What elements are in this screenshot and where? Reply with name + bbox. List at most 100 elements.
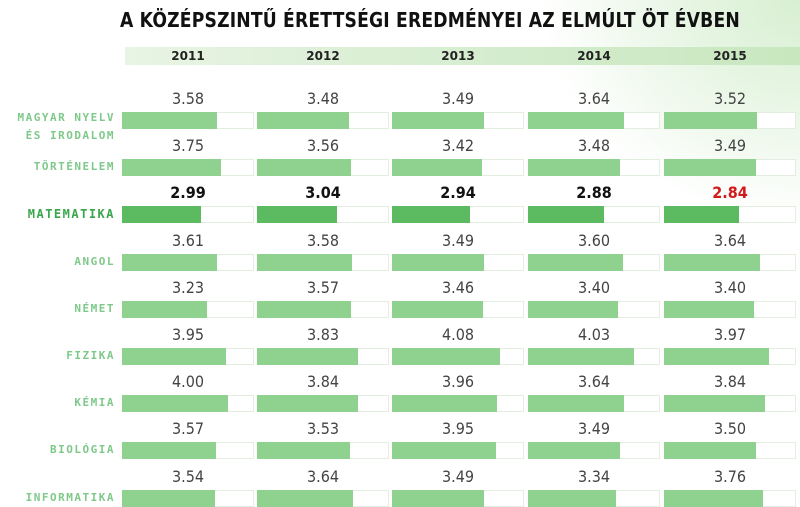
bar bbox=[122, 112, 217, 129]
data-label: 3.54 bbox=[171, 466, 205, 486]
data-label: 3.97 bbox=[713, 325, 747, 344]
bar bbox=[528, 206, 604, 224]
data-label: 3.56 bbox=[306, 136, 340, 156]
data-label: 3.95 bbox=[441, 419, 475, 439]
subject-label-line: INFORMATIKA bbox=[25, 490, 115, 504]
bar bbox=[392, 159, 482, 177]
data-label: 3.50 bbox=[713, 419, 747, 439]
data-label: 3.64 bbox=[577, 372, 611, 392]
data-label: 3.48 bbox=[306, 89, 340, 108]
subject-label-line: TÖRTÉNELEM bbox=[33, 160, 115, 174]
data-label: 3.49 bbox=[441, 230, 475, 250]
bar bbox=[528, 253, 623, 271]
data-label: 3.49 bbox=[577, 419, 611, 439]
bar bbox=[528, 300, 618, 318]
data-label: 2.84 bbox=[712, 183, 748, 203]
year-header-2015: 2015 bbox=[713, 49, 747, 63]
bar bbox=[257, 253, 352, 271]
data-label: 4.08 bbox=[441, 325, 475, 344]
subject-label: FIZIKA bbox=[0, 347, 115, 365]
bar bbox=[528, 395, 624, 413]
bar bbox=[664, 206, 739, 224]
bar bbox=[664, 253, 760, 271]
data-label: 3.61 bbox=[171, 230, 205, 250]
data-label: 3.84 bbox=[713, 372, 747, 392]
data-label: 3.76 bbox=[713, 466, 747, 486]
bar bbox=[664, 112, 757, 129]
bar bbox=[392, 112, 484, 129]
bar bbox=[122, 348, 226, 365]
bar bbox=[257, 159, 351, 177]
year-header-2011: 2011 bbox=[171, 49, 205, 63]
subject-label: BIOLÓGIA bbox=[0, 441, 115, 459]
data-label: 2.94 bbox=[440, 183, 476, 203]
bar bbox=[392, 348, 500, 365]
subject-label-line: KÉMIA bbox=[74, 396, 115, 410]
data-label: 3.46 bbox=[441, 277, 475, 297]
bar bbox=[528, 348, 634, 365]
data-label: 3.34 bbox=[577, 466, 611, 486]
bar bbox=[528, 442, 620, 460]
data-label: 3.42 bbox=[441, 136, 475, 156]
data-label: 3.57 bbox=[306, 277, 340, 297]
data-label: 2.99 bbox=[170, 183, 206, 203]
bar bbox=[257, 489, 353, 507]
bar bbox=[528, 159, 620, 177]
bar bbox=[664, 159, 756, 177]
bar bbox=[528, 112, 624, 129]
bar bbox=[392, 489, 484, 507]
subject-label-line: ÉS IRODALOM bbox=[25, 129, 115, 142]
bar bbox=[528, 489, 616, 507]
data-label: 3.60 bbox=[577, 230, 611, 250]
data-label: 2.88 bbox=[576, 183, 612, 203]
bar bbox=[392, 442, 496, 460]
data-label: 3.64 bbox=[577, 89, 611, 108]
subject-label-line: MAGYAR NYELV bbox=[17, 111, 115, 124]
subject-label-line: BIOLÓGIA bbox=[50, 443, 115, 457]
bar bbox=[257, 300, 351, 318]
data-label: 3.48 bbox=[577, 136, 611, 156]
data-label: 3.95 bbox=[171, 325, 205, 344]
data-label: 3.04 bbox=[305, 183, 341, 203]
data-label: 3.49 bbox=[713, 136, 747, 156]
subject-label: KÉMIA bbox=[0, 394, 115, 412]
year-header-2013: 2013 bbox=[441, 49, 475, 63]
bar bbox=[122, 206, 201, 224]
subject-label: INFORMATIKA bbox=[0, 489, 115, 507]
data-label: 3.53 bbox=[306, 419, 340, 439]
bar bbox=[664, 395, 765, 413]
bar bbox=[257, 348, 358, 365]
bar bbox=[664, 489, 763, 507]
bar bbox=[392, 253, 484, 271]
bar bbox=[257, 395, 358, 413]
bar bbox=[392, 395, 497, 413]
data-label: 3.84 bbox=[306, 372, 340, 392]
subject-label-line: FIZIKA bbox=[66, 349, 115, 362]
data-label: 3.40 bbox=[577, 277, 611, 297]
bar bbox=[392, 206, 470, 224]
data-label: 3.49 bbox=[441, 89, 475, 108]
bar bbox=[664, 442, 756, 460]
bar bbox=[257, 442, 350, 460]
year-header-2012: 2012 bbox=[306, 49, 340, 63]
bar bbox=[664, 300, 754, 318]
bar bbox=[122, 300, 207, 318]
bar bbox=[122, 253, 217, 271]
data-label: 3.58 bbox=[306, 230, 340, 250]
data-label: 3.83 bbox=[306, 325, 340, 344]
subject-label: MATEMATIKA bbox=[0, 205, 115, 223]
subject-label: TÖRTÉNELEM bbox=[0, 158, 115, 176]
data-label: 3.52 bbox=[713, 89, 747, 108]
bar bbox=[122, 159, 221, 177]
data-label: 3.96 bbox=[441, 372, 475, 392]
subject-label-line: NÉMET bbox=[74, 301, 115, 315]
year-header-band bbox=[125, 47, 800, 65]
data-label: 3.64 bbox=[306, 466, 340, 486]
bar bbox=[122, 395, 228, 413]
data-label: 3.23 bbox=[171, 277, 205, 297]
bar bbox=[257, 206, 337, 224]
data-label: 3.57 bbox=[171, 419, 205, 439]
bar bbox=[122, 489, 215, 507]
data-label: 3.75 bbox=[171, 136, 205, 156]
